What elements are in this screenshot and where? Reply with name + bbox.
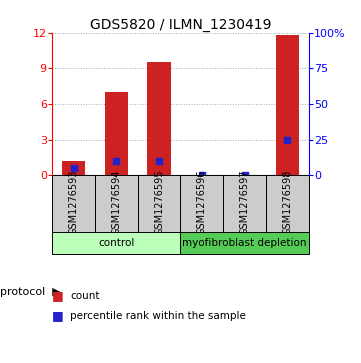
- Bar: [52, 175, 95, 232]
- Point: [71, 165, 77, 171]
- Bar: [266, 175, 309, 232]
- Text: protocol  ▶: protocol ▶: [0, 287, 61, 297]
- Text: GSM1276597: GSM1276597: [240, 170, 249, 235]
- Text: GSM1276595: GSM1276595: [154, 170, 164, 235]
- Point: [242, 172, 247, 178]
- Point: [284, 136, 290, 142]
- Text: GSM1276593: GSM1276593: [69, 170, 79, 235]
- Text: control: control: [98, 238, 135, 248]
- Bar: [180, 232, 309, 254]
- Bar: [223, 175, 266, 232]
- Text: GSM1276596: GSM1276596: [197, 170, 207, 235]
- Bar: [62, 161, 86, 175]
- Point: [113, 158, 119, 164]
- Bar: [52, 232, 180, 254]
- Text: myofibroblast depletion: myofibroblast depletion: [182, 238, 307, 248]
- Title: GDS5820 / ILMN_1230419: GDS5820 / ILMN_1230419: [90, 18, 271, 32]
- Bar: [105, 92, 128, 175]
- Bar: [138, 175, 180, 232]
- Bar: [95, 175, 138, 232]
- Bar: [275, 35, 299, 175]
- Point: [199, 172, 205, 178]
- Text: GSM1276598: GSM1276598: [282, 170, 292, 235]
- Point: [156, 158, 162, 164]
- Text: ■: ■: [52, 309, 64, 322]
- Text: percentile rank within the sample: percentile rank within the sample: [70, 311, 246, 321]
- Bar: [147, 62, 171, 175]
- Text: ■: ■: [52, 289, 64, 302]
- Text: GSM1276594: GSM1276594: [112, 170, 121, 235]
- Bar: [180, 175, 223, 232]
- Text: count: count: [70, 291, 100, 301]
